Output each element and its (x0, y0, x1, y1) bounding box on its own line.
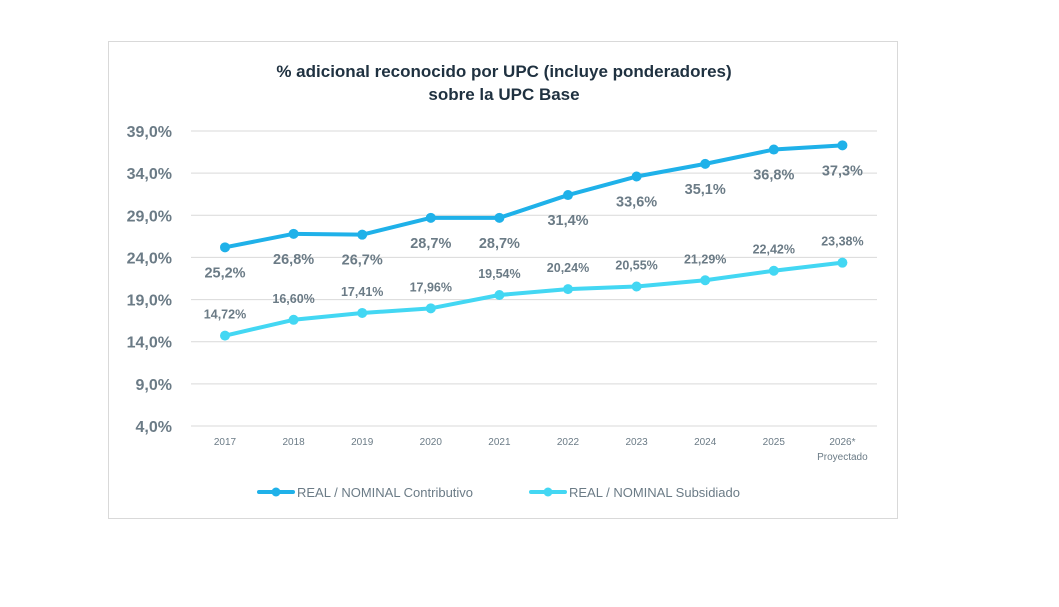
data-point (425, 303, 436, 314)
data-point (220, 330, 230, 341)
y-tick-label: 24,0% (127, 250, 172, 267)
y-axis-ticks: 4,0% 9,0% 14,0% 19,0% 24,0% 29,0% 34,0% 39,0% (127, 124, 172, 436)
legend[interactable]: REAL / NOMINAL Contributivo REAL / NOMINA… (257, 485, 740, 500)
legend-label-1: REAL / NOMINAL Subsidiado (569, 485, 740, 500)
data-point (700, 275, 711, 286)
data-point (494, 212, 505, 223)
y-tick-label: 39,0% (127, 124, 172, 141)
x-tick-label: 2017 (214, 437, 237, 448)
data-point (837, 140, 848, 151)
y-tick-label: 34,0% (127, 166, 172, 183)
data-point (768, 265, 779, 276)
data-point (563, 284, 573, 295)
data-point (288, 314, 299, 325)
y-tick-label: 14,0% (127, 335, 172, 352)
data-point (357, 307, 368, 318)
y-tick-label: 9,0% (136, 377, 172, 394)
data-label: 16,60% (272, 292, 314, 306)
data-point (425, 212, 436, 223)
data-label: 28,7% (479, 236, 520, 252)
series-line-1 (223, 260, 845, 338)
data-label: 26,7% (342, 253, 383, 269)
y-tick-label: 19,0% (127, 293, 172, 310)
data-point (631, 281, 642, 292)
chart-svg: % adicional reconocido por UPC (incluye … (127, 62, 877, 500)
data-label: 19,54% (478, 267, 520, 281)
legend-marker-0 (271, 487, 281, 497)
x-tick-label: 2026* (829, 437, 855, 448)
x-tick-label: 2022 (557, 437, 580, 448)
x-tick-label: 2021 (488, 437, 511, 448)
legend-label-0: REAL / NOMINAL Contributivo (297, 485, 473, 500)
data-point (220, 242, 230, 253)
data-label: 20,55% (615, 259, 657, 273)
series-layer: 25,2% 26,8% 26,7% 28,7% 28,7% 31,4% 33,6% 35,1%… (204, 140, 864, 341)
x-tick-label: 2024 (694, 437, 717, 448)
data-point (563, 190, 573, 201)
data-label: 14,72% (204, 308, 246, 322)
x-tick-label: 2020 (420, 437, 443, 448)
data-point (837, 257, 848, 268)
chart-title-line-1: % adicional reconocido por UPC (incluye … (276, 62, 731, 81)
series-line-0 (223, 143, 845, 250)
data-point (631, 171, 642, 182)
data-label: 21,29% (684, 252, 726, 266)
data-label: 17,41% (341, 285, 383, 299)
data-point (357, 229, 368, 240)
chart-frame: % adicional reconocido por UPC (incluye … (108, 41, 898, 519)
x-tick-label: 2023 (625, 437, 648, 448)
x-tick-sublabel: Proyectado (817, 452, 868, 463)
grid-lines (191, 130, 877, 427)
x-axis-ticks: 2017 2018 2019 2020 2021 2022 2023 2024 2025 2026… (214, 437, 868, 463)
data-label: 33,6% (616, 195, 657, 211)
data-point (288, 228, 299, 239)
data-label: 20,24% (547, 261, 589, 275)
data-label: 28,7% (410, 236, 451, 252)
data-label: 36,8% (753, 168, 794, 184)
data-point (768, 144, 779, 155)
data-label: 25,2% (204, 265, 245, 281)
data-label: 26,8% (273, 252, 314, 268)
x-tick-label: 2018 (282, 437, 305, 448)
chart-title-line-2: sobre la UPC Base (428, 85, 579, 104)
y-tick-label: 29,0% (127, 208, 172, 225)
legend-marker-1 (543, 487, 553, 497)
y-tick-label: 4,0% (136, 419, 172, 436)
data-label: 37,3% (822, 163, 863, 179)
data-point (700, 158, 711, 169)
data-point (494, 290, 505, 301)
data-label: 23,38% (821, 235, 863, 249)
x-tick-label: 2025 (763, 437, 786, 448)
x-tick-label: 2019 (351, 437, 374, 448)
data-label: 17,96% (410, 280, 452, 294)
data-label: 31,4% (547, 213, 588, 229)
data-label: 22,42% (753, 243, 795, 257)
data-label: 35,1% (685, 182, 726, 198)
